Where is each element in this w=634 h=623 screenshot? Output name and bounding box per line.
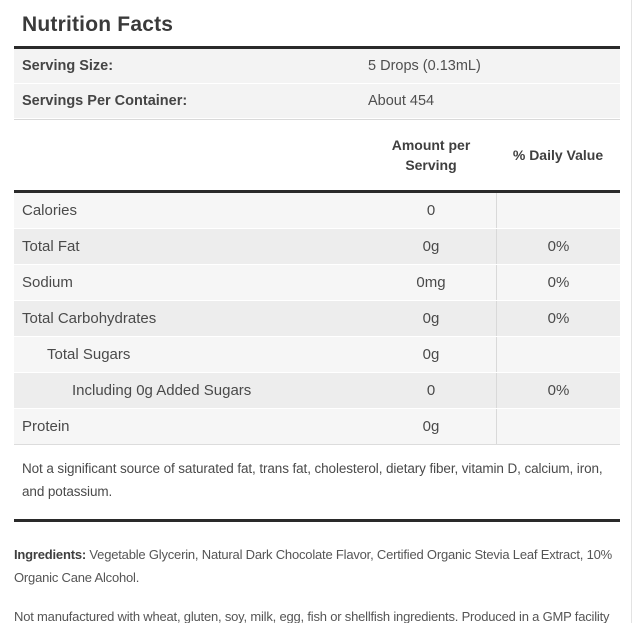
nutrient-label: Calories: [22, 202, 78, 219]
nutrient-daily-value: [496, 193, 620, 228]
nutrient-label: Total Fat: [22, 238, 80, 255]
nutrient-amount: 0: [426, 202, 436, 219]
nutrient-label: Total Sugars: [47, 346, 131, 363]
table-row: Calories 0: [14, 193, 620, 229]
nutrient-amount: 0mg: [416, 274, 446, 291]
serving-size-row: Serving Size: 5 Drops (0.13mL): [14, 49, 620, 84]
nutrient-label: Including 0g Added Sugars: [72, 382, 252, 399]
servings-per-container-label: Servings Per Container:: [22, 93, 188, 109]
nutrient-daily-value: 0%: [496, 373, 620, 408]
page-right-border: [631, 0, 632, 623]
table-row: Total Carbohydrates 0g 0%: [14, 301, 620, 337]
nutrient-amount: 0: [426, 382, 436, 399]
servings-per-container-row: Servings Per Container: About 454: [14, 84, 620, 119]
ingredients-text: Vegetable Glycerin, Natural Dark Chocola…: [14, 546, 613, 586]
nutrient-amount: 0g: [422, 346, 440, 363]
footnote: Not a significant source of saturated fa…: [22, 461, 603, 499]
nutrient-daily-value: [496, 337, 620, 372]
ingredients-paragraph: Ingredients: Vegetable Glycerin, Natural…: [14, 543, 620, 590]
allergen-statement: Not manufactured with wheat, gluten, soy…: [14, 608, 610, 623]
nutrient-label: Sodium: [22, 274, 73, 291]
serving-info-table: Serving Size: 5 Drops (0.13mL) Servings …: [14, 49, 620, 120]
nutrient-daily-value: [496, 409, 620, 444]
amount-per-serving-header: Amount per Serving: [391, 137, 471, 173]
nutrition-rows: Calories 0 Total Fat 0g 0% Sodium 0mg 0%…: [14, 193, 620, 445]
nutrient-daily-value: 0%: [496, 265, 620, 300]
serving-size-value: 5 Drops (0.13mL): [368, 58, 481, 74]
table-row: Total Fat 0g 0%: [14, 229, 620, 265]
table-row: Including 0g Added Sugars 0 0%: [14, 373, 620, 409]
nutrient-amount: 0g: [422, 418, 440, 435]
top-rule: [14, 46, 620, 49]
nutrient-daily-value: 0%: [496, 301, 620, 336]
nutrient-amount: 0g: [422, 310, 440, 327]
bottom-rule: [14, 518, 620, 522]
table-row: Total Sugars 0g: [14, 337, 620, 373]
daily-value-header: % Daily Value: [512, 147, 604, 163]
nutrient-amount: 0g: [422, 238, 440, 255]
nutrient-label: Total Carbohydrates: [22, 310, 157, 327]
nutrition-table-header: Amount per Serving % Daily Value: [14, 120, 620, 190]
ingredients-label: Ingredients:: [14, 546, 86, 562]
nutrient-daily-value: 0%: [496, 229, 620, 264]
header-rule: [14, 190, 620, 193]
nutrient-label: Protein: [22, 418, 70, 435]
table-row: Sodium 0mg 0%: [14, 265, 620, 301]
table-row: Protein 0g: [14, 409, 620, 445]
serving-size-label: Serving Size:: [22, 58, 114, 74]
servings-per-container-value: About 454: [368, 93, 435, 109]
page-title: Nutrition Facts: [22, 13, 174, 36]
